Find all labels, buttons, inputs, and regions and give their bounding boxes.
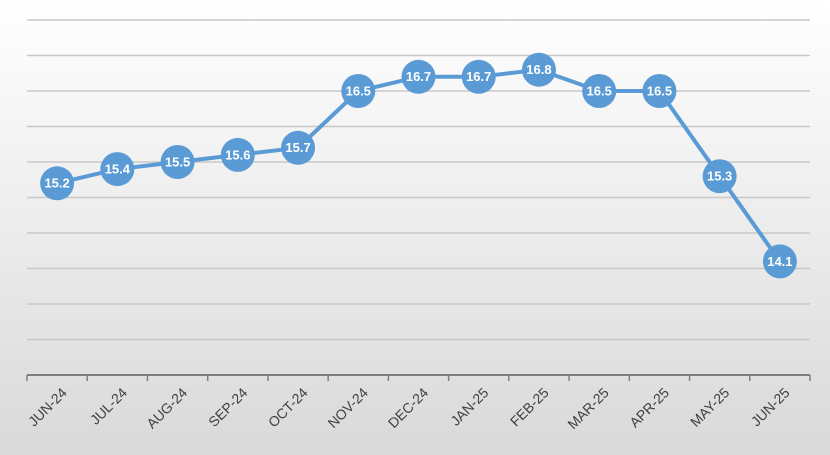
marker [281, 130, 316, 165]
marker [461, 59, 496, 94]
data-label: 15.6 [225, 147, 250, 162]
data-label: 16.5 [587, 83, 612, 98]
marker [702, 159, 737, 194]
data-label: 15.7 [285, 140, 310, 155]
data-label: 16.7 [466, 69, 491, 84]
marker [160, 145, 195, 179]
data-label: 16.8 [526, 62, 551, 77]
data-label: 16.5 [647, 83, 672, 98]
data-label: 15.2 [44, 176, 69, 191]
marker [341, 74, 376, 108]
marker [521, 52, 556, 87]
marker [40, 166, 75, 201]
marker [220, 137, 255, 172]
data-label: 15.5 [165, 154, 190, 169]
data-label: 16.5 [346, 83, 371, 98]
marker [401, 59, 436, 94]
data-label: 16.7 [406, 69, 431, 84]
marker [582, 74, 617, 108]
marker [762, 244, 797, 279]
marker [642, 74, 677, 108]
data-label: 14.1 [767, 254, 792, 269]
marker [100, 152, 135, 187]
data-label: 15.4 [105, 162, 131, 177]
data-label: 15.3 [707, 169, 732, 184]
